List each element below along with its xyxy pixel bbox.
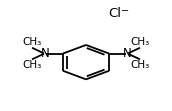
Text: Cl: Cl: [108, 7, 121, 20]
Text: N: N: [40, 47, 49, 60]
Text: CH₃: CH₃: [130, 60, 150, 70]
Text: CH₃: CH₃: [130, 37, 150, 47]
Text: CH₃: CH₃: [22, 60, 42, 70]
Text: −: −: [121, 6, 129, 16]
Text: N: N: [123, 47, 132, 60]
Text: CH₃: CH₃: [22, 37, 42, 47]
